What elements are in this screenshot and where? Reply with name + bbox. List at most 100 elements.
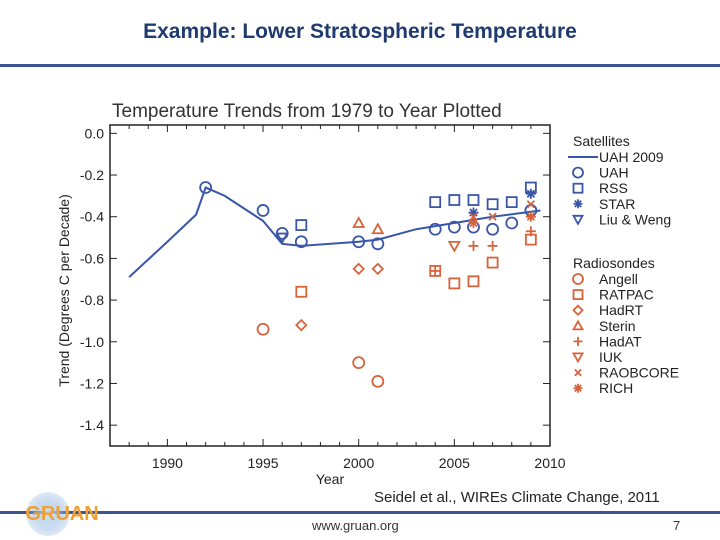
plot-frame	[109, 124, 551, 447]
square-mark	[505, 196, 518, 209]
point-uah	[294, 235, 308, 249]
y-axis-label: Trend (Degrees C per Decade)	[56, 194, 72, 386]
legend-entry: Angell	[599, 271, 638, 287]
point-hadat	[468, 240, 479, 251]
triangle-down-mark	[275, 232, 289, 245]
diamond-mark	[371, 262, 385, 276]
legend-entry: UAH	[599, 165, 629, 181]
circle-mark	[199, 181, 213, 194]
point-star	[525, 188, 536, 199]
legend-entry: IUK	[599, 349, 623, 365]
y-tick-label: -0.8	[80, 292, 104, 308]
x-tick-label: 1990	[152, 455, 183, 471]
circle-mark	[352, 356, 366, 370]
y-tick-label: -0.6	[80, 250, 104, 266]
legend-marker	[571, 214, 585, 226]
square-mark	[448, 277, 461, 290]
circle-mark	[371, 237, 385, 251]
point-hadrt	[371, 262, 385, 276]
point-raobcore	[469, 212, 478, 221]
point-hadat	[487, 240, 498, 251]
triangle-up-mark	[371, 222, 385, 235]
circle-mark	[256, 204, 270, 217]
square-mark	[486, 256, 499, 269]
legend-marker	[572, 304, 584, 316]
legend-entry: Liu & Weng	[599, 211, 671, 227]
legend-entry: UAH 2009	[599, 149, 664, 165]
point-rss	[467, 194, 480, 206]
y-tick-label: -1.2	[80, 375, 104, 391]
legend-marker	[574, 368, 582, 377]
triangle-down-mark	[447, 240, 461, 253]
point-uah	[447, 220, 461, 234]
legend-entry: Sterin	[599, 318, 636, 334]
chart-title: Temperature Trends from 1979 to Year Plo…	[112, 101, 502, 122]
point-rss	[429, 196, 442, 209]
point-hadat	[430, 265, 441, 276]
point-hadat	[525, 226, 536, 237]
legend-marker	[573, 336, 583, 346]
circle-mark	[505, 216, 519, 230]
circle-mark	[256, 322, 270, 336]
y-tick-label: -0.2	[80, 167, 104, 183]
legend-marker	[573, 199, 583, 209]
point-uah	[352, 235, 366, 249]
website-link[interactable]: www.gruan.org	[312, 518, 399, 533]
cross-mark	[488, 212, 497, 221]
point-angell	[352, 356, 366, 370]
diamond-mark	[295, 318, 308, 332]
x-tick-label: 2010	[534, 455, 565, 471]
legend-entry: RATPAC	[599, 287, 654, 303]
legend-entry: HadRT	[599, 302, 644, 318]
legend-entry: RSS	[599, 180, 628, 196]
legend-marker	[572, 182, 584, 194]
x-tick-label: 1995	[247, 455, 278, 471]
point-rss	[505, 196, 518, 209]
point-ratpac	[467, 275, 480, 288]
point-uah	[486, 222, 500, 236]
footer-divider	[0, 511, 720, 514]
legend-marker	[573, 383, 583, 393]
square-mark	[572, 182, 584, 194]
asterisk-mark	[526, 189, 536, 198]
point-hadrt	[295, 318, 308, 332]
gruan-logo: GRUAN	[25, 492, 99, 536]
y-tick-label: -0.4	[80, 209, 104, 225]
point-raobcore	[488, 212, 497, 221]
circle-mark	[428, 222, 442, 236]
circle-mark	[447, 220, 461, 234]
triangle-down-mark	[571, 214, 585, 226]
cross-mark	[469, 212, 478, 221]
point-uah	[199, 181, 213, 194]
asterisk-mark	[574, 384, 582, 393]
circle-mark	[294, 235, 308, 249]
square-mark	[295, 219, 308, 231]
legend-group-title: Satellites	[573, 133, 630, 149]
series-uah-2009-line	[128, 186, 541, 278]
y-tick-label: -1.4	[80, 417, 104, 433]
legend-group-title: Radiosondes	[573, 255, 655, 271]
legend-entry: RAOBCORE	[599, 365, 679, 381]
cross-mark	[526, 200, 536, 209]
point-rich	[525, 211, 536, 222]
point-rss	[295, 219, 308, 231]
square-mark	[448, 194, 461, 206]
legend-marker	[572, 166, 584, 179]
circle-mark	[486, 222, 500, 236]
triangle-up-mark	[352, 216, 366, 228]
point-angell	[256, 322, 270, 336]
point-ratpac	[295, 285, 308, 298]
header-divider	[0, 64, 720, 67]
legend-entry: STAR	[599, 196, 635, 212]
square-mark	[295, 285, 308, 298]
triangle-up-mark	[571, 319, 585, 331]
asterisk-mark	[526, 212, 536, 221]
citation: Seidel et al., WIREs Climate Change, 201…	[374, 489, 660, 506]
point-uah	[428, 222, 442, 236]
point-raobcore	[526, 200, 536, 209]
legend-marker	[571, 352, 585, 364]
square-mark	[572, 289, 584, 301]
point-hadrt	[352, 262, 365, 276]
square-mark	[429, 196, 442, 209]
